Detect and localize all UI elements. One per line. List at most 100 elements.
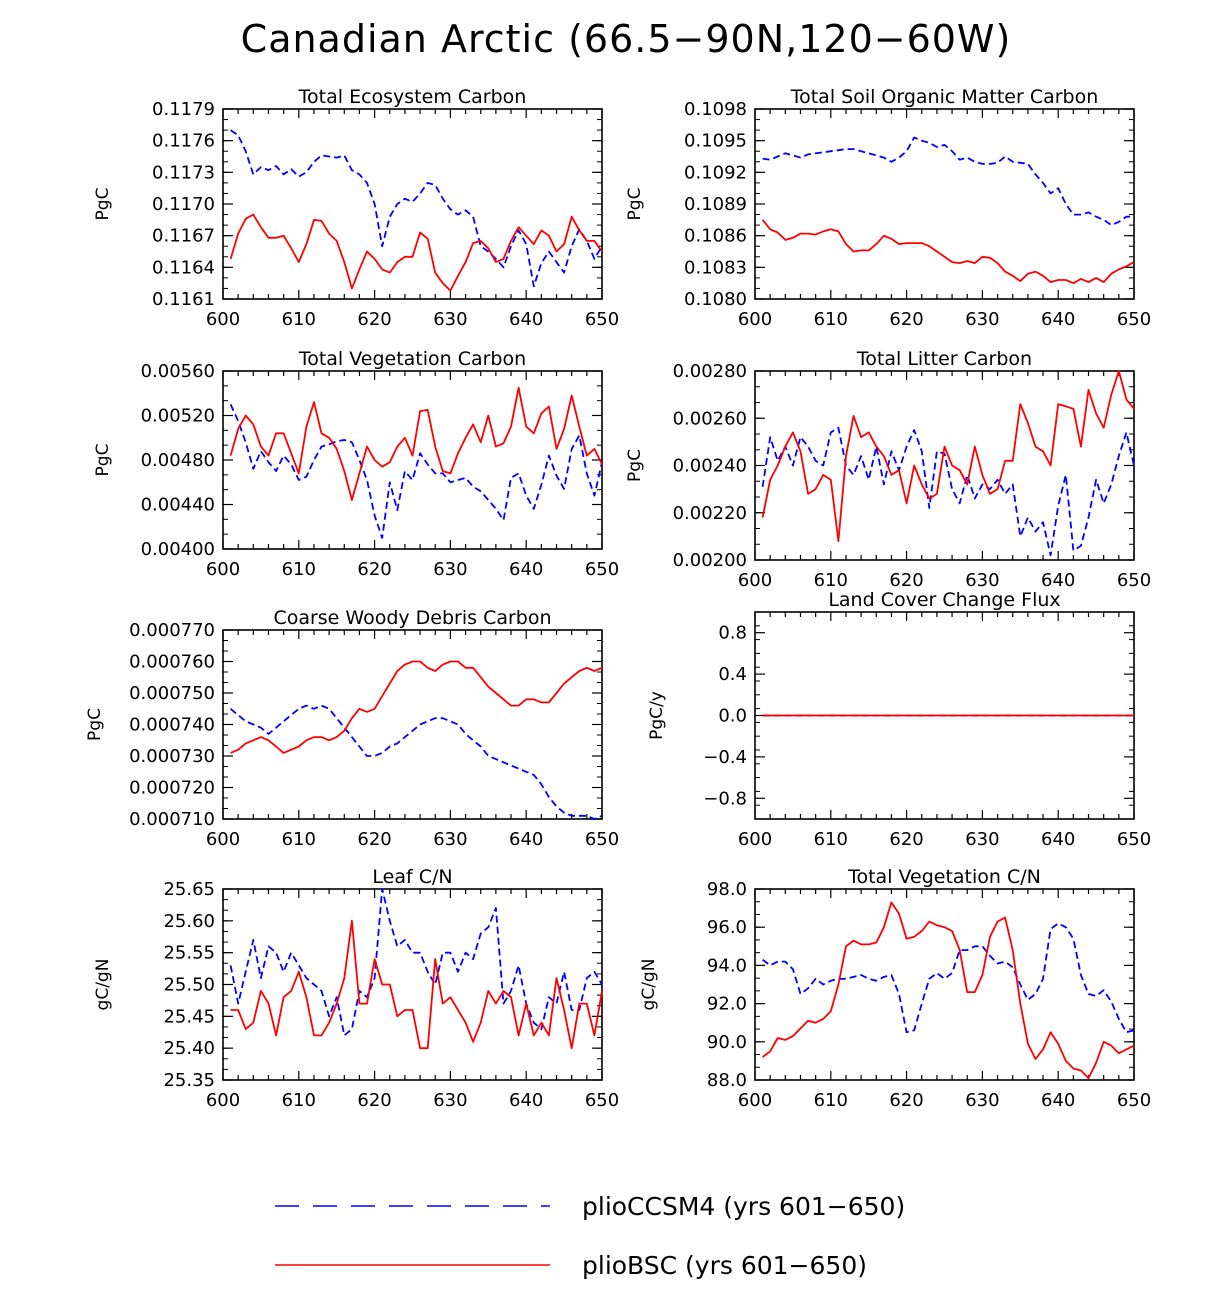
x-tick-label: 640 [509,829,543,850]
y-tick-label: 0.1089 [684,194,747,215]
y-tick-label: 0.1083 [684,257,747,278]
x-tick-label: 630 [433,559,467,580]
x-tick-label: 650 [585,559,619,580]
x-tick-label: 650 [1117,309,1151,330]
y-axis-label: PgC/y [647,691,667,740]
y-tick-label: 0.1173 [152,162,215,183]
y-tick-label: 0.1095 [684,131,747,152]
panel-title: Total Soil Organic Matter Carbon [790,86,1099,108]
x-tick-label: 650 [1117,829,1151,850]
legend-label-ccsm4: plioCCSM4 (yrs 601−650) [582,1192,905,1221]
x-tick-label: 620 [889,570,923,591]
plot-frame [222,888,603,1081]
y-tick-label: 0.00560 [141,361,215,382]
y-tick-label: 0.000740 [129,715,215,736]
plot-frame [222,108,603,300]
x-tick-label: 640 [1041,309,1075,330]
x-tick-label: 620 [889,1090,923,1111]
y-tick-label: 0.00200 [673,550,747,571]
x-tick-label: 620 [889,829,923,850]
y-axis-label: PgC [85,708,105,741]
series-line-ccsm4 [762,136,1134,227]
x-tick-label: 640 [1041,1090,1075,1111]
figure-title: Canadian Arctic (66.5−90N,120−60W) [241,17,1012,61]
x-tick-label: 600 [738,309,772,330]
y-tick-label: 0.000750 [129,683,215,704]
x-tick-label: 630 [433,1090,467,1111]
series-line-bsc [229,386,603,501]
x-tick-label: 610 [814,829,848,850]
series-line-bsc [762,901,1135,1079]
x-tick-label: 640 [1041,829,1075,850]
y-tick-label: 0.1086 [684,226,747,247]
x-tick-label: 620 [357,559,391,580]
chart-panel-5: 600 610 620 630 640 650 0.000710 0.000720 0.0007… [85,607,619,850]
x-tick-label: 610 [282,829,316,850]
y-tick-label: 0.1176 [152,131,215,152]
y-tick-label: 0.8 [718,623,747,644]
series-line-ccsm4 [229,888,603,1037]
panel-title: Total Vegetation Carbon [298,348,526,370]
y-axis-label: PgC [625,449,645,482]
y-tick-label: 25.35 [163,1070,215,1091]
chart-panel-1: 600 610 620 630 640 650 0.1161 0.1164 0.1167 0.11… [93,86,619,330]
x-tick-label: 630 [433,829,467,850]
plot-frame [754,888,1135,1081]
chart-panel-3: 600 610 620 630 640 650 0.00400 0.00440 0.00480 0… [93,348,619,580]
chart-panel-6: 600 610 620 630 640 650 −0.8 −0.4 0.0 0.4 0.8 Land … [647,589,1151,850]
y-axis-label: PgC [93,188,113,221]
y-tick-label: 92.0 [707,994,747,1015]
y-tick-label: 0.4 [718,664,747,685]
x-tick-label: 620 [889,309,923,330]
y-tick-label: 25.55 [163,943,215,964]
x-tick-label: 630 [433,309,467,330]
legend-label-bsc: plioBSC (yrs 601−650) [582,1251,867,1280]
plot-frame [222,370,603,550]
chart-panel-7: 600 610 620 630 640 650 25.35 25.40 25.45 25.50 25… [93,866,619,1111]
x-tick-label: 640 [509,1090,543,1111]
panel-title: Total Vegetation C/N [847,866,1041,888]
x-tick-label: 600 [206,1090,240,1111]
panel-title: Total Litter Carbon [856,348,1032,370]
y-tick-label: 25.60 [163,911,215,932]
y-axis-label: gC/gN [639,959,659,1011]
x-tick-label: 610 [282,559,316,580]
y-tick-label: 0.00260 [673,408,747,429]
y-axis-label: PgC [625,188,645,221]
y-tick-label: 0.000770 [129,620,215,641]
x-tick-label: 650 [585,309,619,330]
y-tick-label: −0.4 [703,747,747,768]
y-tick-label: 0.00520 [141,406,215,427]
y-tick-label: 0.000730 [129,746,215,767]
y-tick-label: 0.000710 [129,809,215,830]
x-tick-label: 640 [509,559,543,580]
y-axis-label: PgC [93,444,113,477]
x-tick-label: 610 [282,309,316,330]
y-tick-label: 0.1092 [684,162,747,183]
series-line-bsc [761,219,1135,285]
y-tick-label: 94.0 [707,955,747,976]
panel-title: Land Cover Change Flux [828,589,1060,611]
x-tick-label: 610 [814,309,848,330]
panel-title: Leaf C/N [372,866,452,888]
y-tick-label: −0.8 [703,788,747,809]
y-tick-label: 0.1161 [152,289,215,310]
chart-panel-4: 600 610 620 630 640 650 0.00200 0.00220 0.00240 0… [625,348,1151,591]
x-tick-label: 630 [965,309,999,330]
y-tick-label: 0.00480 [141,450,215,471]
x-tick-label: 650 [1117,570,1151,591]
series-line-ccsm4 [230,129,603,288]
y-tick-label: 25.45 [163,1006,215,1027]
x-tick-label: 600 [206,559,240,580]
y-tick-label: 96.0 [707,917,747,938]
x-tick-label: 630 [965,570,999,591]
x-tick-label: 610 [814,570,848,591]
y-tick-label: 25.40 [163,1038,215,1059]
y-tick-label: 0.00240 [673,456,747,477]
x-tick-label: 600 [738,570,772,591]
series-line-bsc [230,660,603,754]
y-tick-label: 25.65 [163,879,215,900]
y-tick-label: 0.000720 [129,778,215,799]
panel-title: Total Ecosystem Carbon [298,86,527,108]
